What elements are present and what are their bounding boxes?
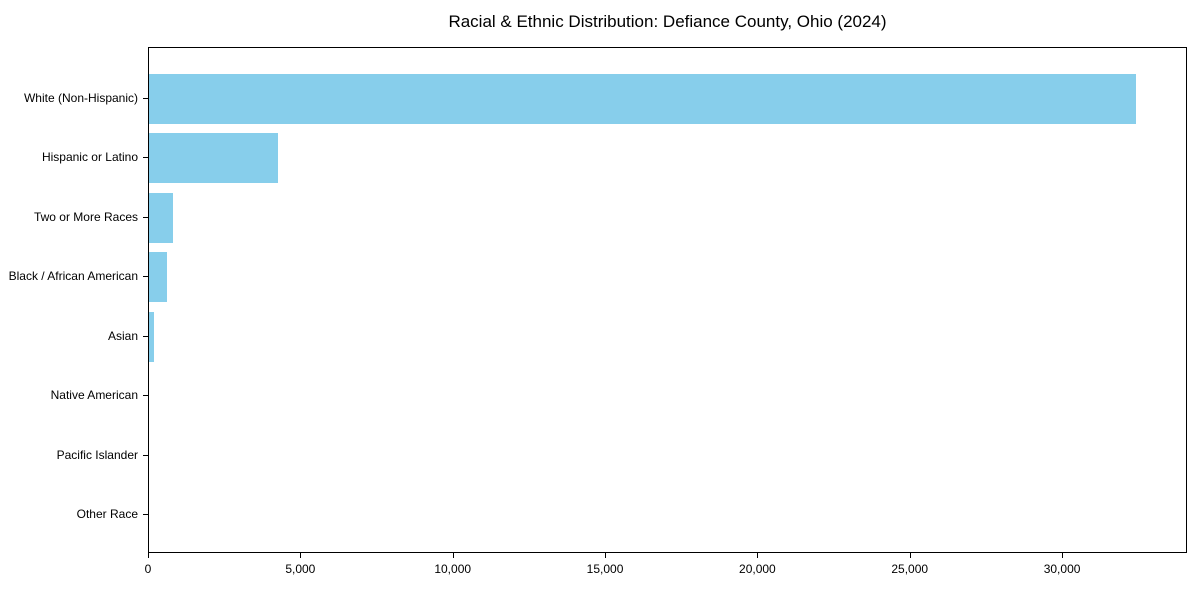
x-axis: 0 5,000 10,000 15,000 20,000 25,000 30,000 [0, 553, 1200, 593]
x-tick-label: 5,000 [285, 562, 316, 576]
y-tick-label: Native American [50, 388, 138, 403]
y-tick-mark [143, 335, 148, 337]
y-tick-label: Pacific Islander [56, 447, 138, 462]
x-tick-mark [300, 553, 302, 558]
bar [149, 252, 168, 303]
y-tick-mark [143, 97, 148, 99]
bar [149, 192, 174, 243]
x-tick-label: 20,000 [739, 562, 776, 576]
y-tick-mark [143, 216, 148, 218]
x-tick-mark [452, 553, 454, 558]
x-tick-label: 15,000 [586, 562, 624, 576]
y-tick-label: White (Non-Hispanic) [23, 90, 138, 105]
x-tick-mark [757, 553, 759, 558]
x-tick-label: 0 [144, 562, 152, 576]
y-tick-mark [143, 157, 148, 159]
x-tick-label: 25,000 [891, 562, 929, 576]
y-tick-label: Hispanic or Latino [41, 150, 138, 165]
y-tick-mark [143, 454, 148, 456]
plot-area [148, 47, 1187, 553]
y-tick-label: Asian [107, 328, 138, 343]
y-tick-label: Two or More Races [33, 209, 138, 224]
x-tick-mark [909, 553, 911, 558]
bar [149, 133, 279, 184]
x-tick-mark [148, 553, 149, 558]
y-axis: White (Non-Hispanic) Hispanic or Latino Tw… [0, 47, 148, 553]
x-tick-label: 30,000 [1043, 562, 1081, 576]
y-tick-label: Other Race [76, 507, 138, 522]
x-tick-label: 10,000 [434, 562, 472, 576]
y-tick-mark [143, 395, 148, 397]
bar [149, 73, 1137, 124]
x-tick-mark [605, 553, 607, 558]
y-tick-mark [143, 276, 148, 278]
y-tick-label: Black / African American [8, 269, 138, 284]
y-tick-mark [143, 514, 148, 516]
x-tick-mark [1062, 553, 1064, 558]
chart-title: Racial & Ethnic Distribution: Defiance C… [448, 12, 887, 31]
bar [149, 311, 154, 362]
